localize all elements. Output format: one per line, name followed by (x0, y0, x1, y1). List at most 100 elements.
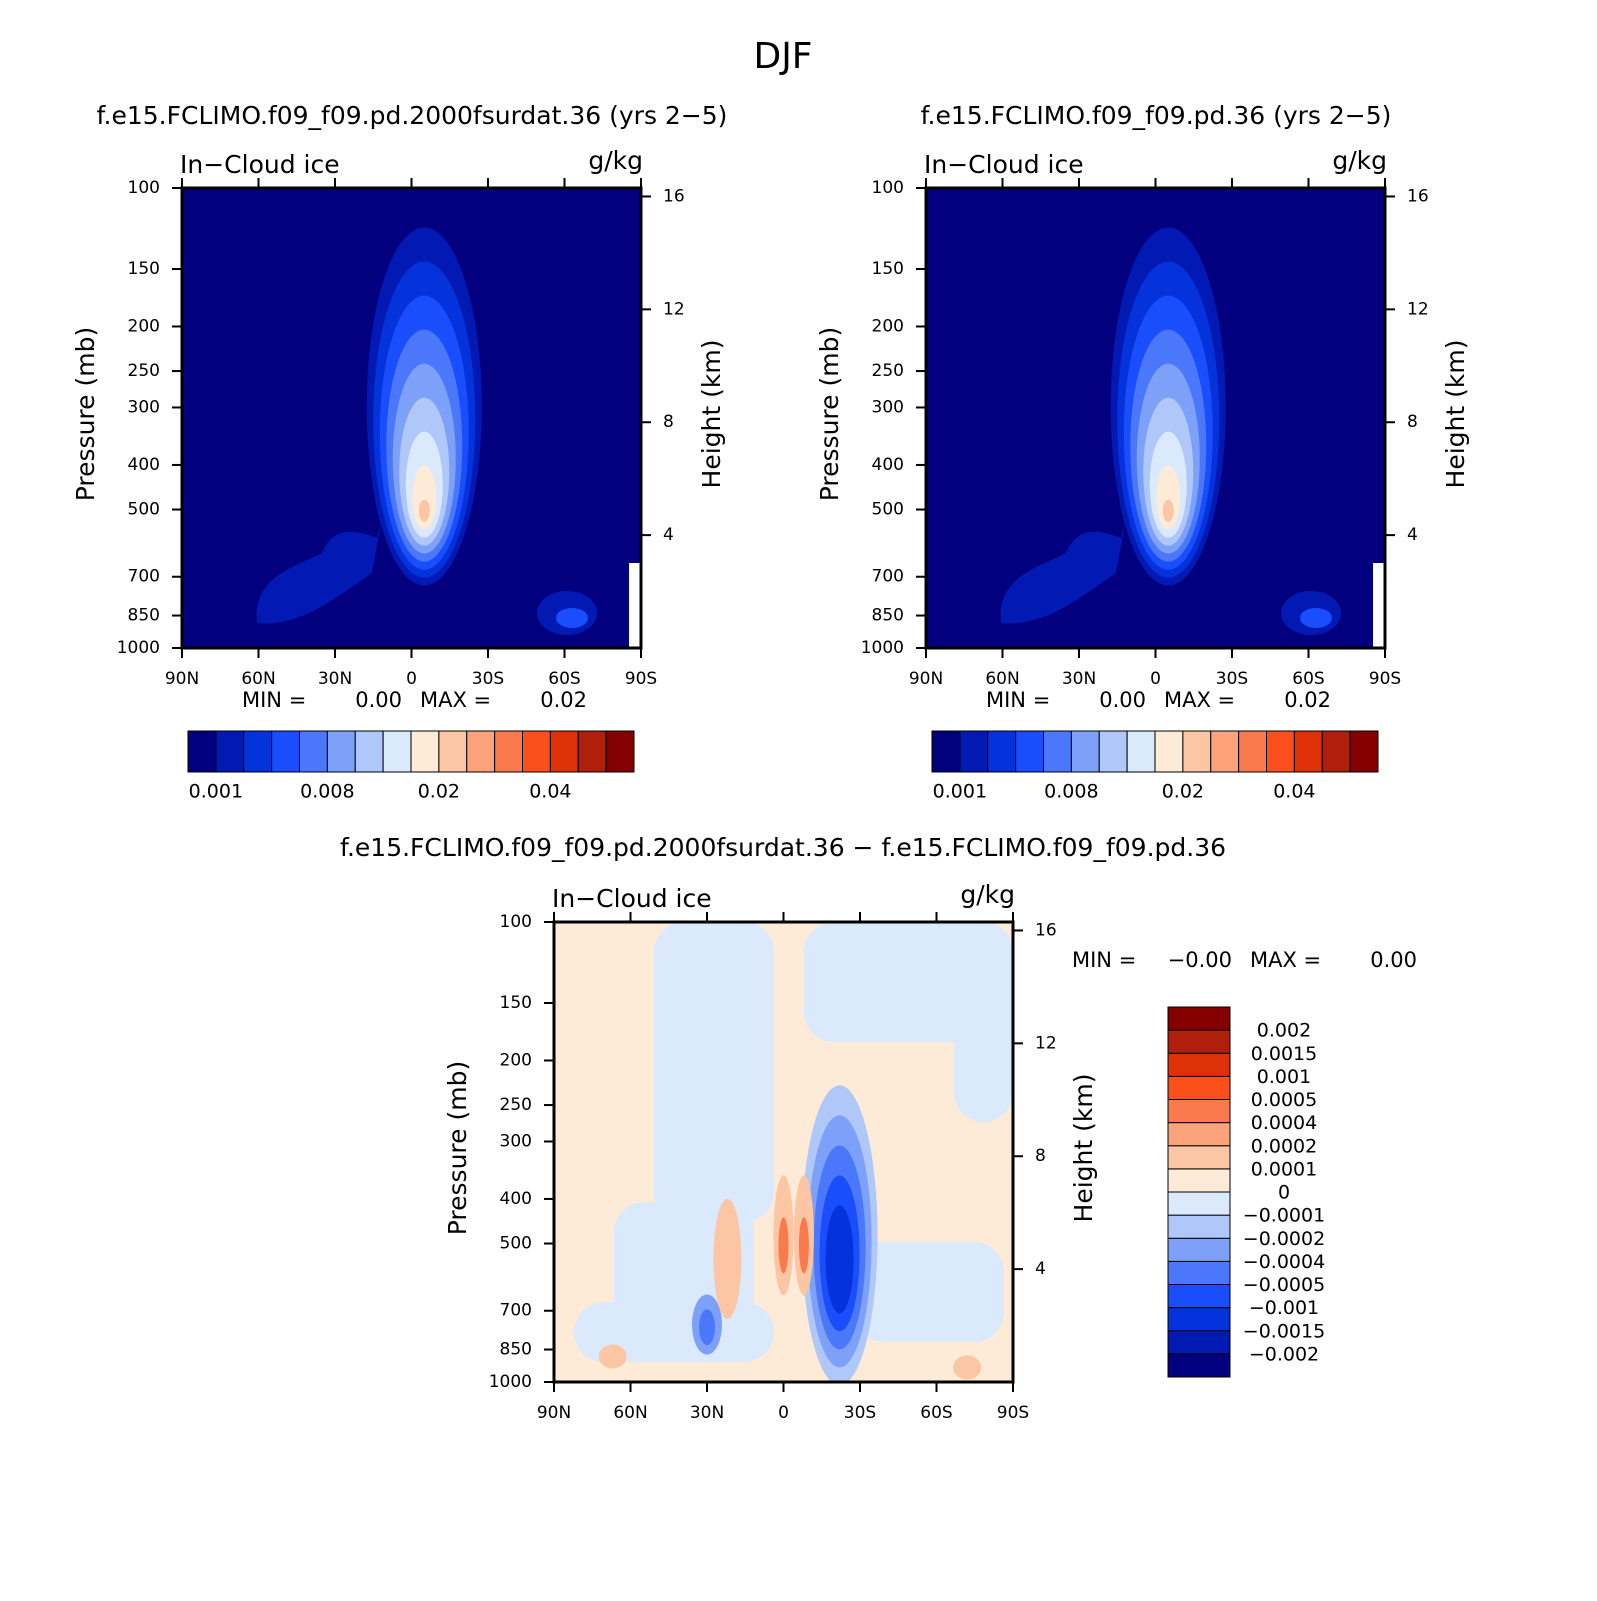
colorbar-box (1167, 1330, 1231, 1355)
colorbar-box (1167, 1191, 1231, 1216)
x-tick-label: 90S (997, 1403, 1029, 1423)
colorbar-label: 0.002 (1257, 1020, 1311, 1042)
colorbar-box (1167, 1353, 1231, 1378)
left-label: In−Cloud ice (924, 150, 1084, 179)
y-tick-label: 500 (128, 500, 160, 520)
contour-field (182, 188, 641, 648)
x-tick-label: 60S (1292, 669, 1324, 689)
field-level (598, 1344, 627, 1369)
colorbar-box (959, 730, 989, 773)
field-level (778, 1217, 789, 1274)
y-tick-label: 250 (872, 361, 904, 381)
colorbar-box (1167, 1075, 1231, 1100)
x-tick-label: 0 (778, 1403, 789, 1423)
y2-tick-label: 4 (1035, 1259, 1046, 1279)
right-label: g/kg (588, 146, 643, 175)
colorbar-label: 0.0001 (1251, 1158, 1317, 1180)
colorbar-box (1167, 1237, 1231, 1262)
field-level (953, 1355, 982, 1380)
colorbar-label: −0.0005 (1243, 1274, 1325, 1296)
colorbar-box (549, 730, 579, 773)
colorbar-box (1167, 1284, 1231, 1309)
y-tick-label: 250 (500, 1095, 532, 1115)
x-tick-label: 30N (690, 1403, 724, 1423)
colorbar-label: 0.0005 (1251, 1089, 1317, 1111)
colorbar-box (1321, 730, 1351, 773)
min-value: 0.00 (1099, 688, 1146, 712)
colorbar-box (1182, 730, 1212, 773)
colorbar-box (466, 730, 496, 773)
colorbar-box (494, 730, 523, 773)
x-tick-label: 30N (318, 669, 352, 689)
y-tick-label: 200 (500, 1050, 532, 1070)
colorbar-box (354, 730, 384, 773)
max-text: MAX = (420, 688, 491, 712)
y2-tick-label: 8 (1035, 1146, 1046, 1166)
y-tick-label: 200 (872, 316, 904, 336)
field-level (798, 1217, 809, 1274)
contour-field (554, 922, 1013, 1382)
y-tick-label: 200 (128, 316, 160, 336)
field-blob (256, 518, 382, 624)
colorbar-box (326, 730, 356, 773)
y-tick-label: 850 (500, 1340, 532, 1360)
colorbar-box (1167, 1145, 1231, 1170)
colorbar-box (1126, 730, 1156, 773)
right-label: g/kg (960, 880, 1015, 909)
y-tick-label: 400 (872, 455, 904, 475)
figure-title: DJF (753, 36, 812, 77)
min-value: 0.00 (355, 688, 402, 712)
colorbar-label: −0.0004 (1243, 1251, 1325, 1273)
colorbar-label: 0.001 (189, 781, 243, 803)
colorbar-box (410, 730, 440, 773)
colorbar-label: 0.008 (300, 781, 354, 803)
field-region (854, 1242, 1004, 1342)
left-label: In−Cloud ice (552, 884, 712, 913)
colorbar-box (1210, 730, 1240, 773)
y-tick-label: 500 (500, 1234, 532, 1254)
x-tick-label: 0 (406, 669, 417, 689)
y-tick-label: 300 (128, 397, 160, 417)
x-tick-label: 60S (548, 669, 580, 689)
field-level (418, 499, 430, 522)
y-axis-label: Pressure (mb) (815, 327, 844, 501)
min-value: −0.00 (1168, 948, 1232, 972)
colorbar-box (382, 730, 412, 773)
y-tick-label: 150 (500, 993, 532, 1013)
colorbar-label: 0.04 (529, 781, 571, 803)
y2-tick-label: 8 (1407, 412, 1418, 432)
colorbar-box (1349, 730, 1379, 773)
colorbar-box (1043, 730, 1072, 773)
min-text: MIN = (986, 688, 1050, 712)
y2-axis-label: Height (km) (697, 340, 726, 489)
colorbar-box (522, 730, 551, 773)
colorbar-box (1293, 730, 1323, 773)
colorbar-box (987, 730, 1017, 773)
min-text: MIN = (1072, 948, 1136, 972)
contour-field (926, 188, 1385, 648)
colorbar-box (1098, 730, 1128, 773)
y-tick-label: 400 (500, 1189, 532, 1209)
colorbar-label: −0.0015 (1243, 1320, 1325, 1342)
x-tick-label: 30S (844, 1403, 876, 1423)
x-tick-label: 90N (165, 669, 199, 689)
colorbar-label: −0.001 (1249, 1297, 1319, 1319)
field-blob (1000, 518, 1126, 624)
x-tick-label: 30S (472, 669, 504, 689)
colorbar-box (931, 730, 961, 773)
y-tick-label: 100 (872, 178, 904, 198)
y-tick-label: 100 (128, 178, 160, 198)
y-tick-label: 250 (128, 361, 160, 381)
y-tick-label: 700 (128, 567, 160, 587)
field-level (713, 1198, 742, 1319)
y-axis-label: Pressure (mb) (71, 327, 100, 501)
colorbar-label: 0 (1278, 1182, 1290, 1204)
colorbar-label: 0.02 (1162, 781, 1204, 803)
y-tick-label: 150 (128, 259, 160, 279)
y-tick-label: 100 (500, 912, 532, 932)
colorbar-box (243, 730, 273, 773)
y-tick-label: 150 (872, 259, 904, 279)
y2-tick-label: 16 (1035, 920, 1057, 940)
y-tick-label: 700 (872, 567, 904, 587)
field-level (1162, 499, 1174, 522)
